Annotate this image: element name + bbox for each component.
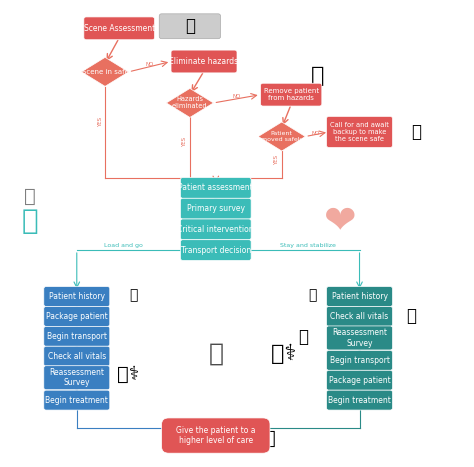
Text: 🛏: 🛏: [24, 187, 36, 205]
Polygon shape: [166, 88, 213, 117]
Text: 🤕: 🤕: [310, 66, 324, 86]
FancyBboxPatch shape: [84, 17, 155, 40]
Text: Critical intervention: Critical intervention: [177, 225, 254, 234]
Text: 🏥: 🏥: [264, 429, 276, 448]
Text: Transport decision: Transport decision: [181, 246, 251, 255]
Text: Package patient: Package patient: [46, 312, 108, 321]
Text: 📋: 📋: [308, 289, 317, 303]
FancyBboxPatch shape: [181, 219, 251, 240]
FancyBboxPatch shape: [162, 418, 270, 453]
FancyBboxPatch shape: [327, 326, 392, 350]
Text: Check all vitals: Check all vitals: [330, 312, 389, 321]
Text: Scene in safe: Scene in safe: [82, 69, 128, 75]
Polygon shape: [82, 57, 128, 86]
Text: Eliminate hazards: Eliminate hazards: [169, 57, 238, 66]
Text: YES: YES: [274, 155, 279, 165]
Text: 👩‍⚕️: 👩‍⚕️: [272, 344, 297, 364]
Text: Reassessment
Survey: Reassessment Survey: [49, 368, 104, 388]
Text: ⛑: ⛑: [298, 328, 308, 346]
Text: 💊: 💊: [101, 347, 109, 361]
FancyBboxPatch shape: [181, 240, 251, 261]
FancyBboxPatch shape: [159, 14, 220, 39]
Text: Stay and stabilize: Stay and stabilize: [280, 243, 336, 248]
Text: Patient history: Patient history: [331, 292, 388, 301]
Text: Begin treatment: Begin treatment: [328, 396, 391, 404]
Text: Call for and await
backup to make
the scene safe: Call for and await backup to make the sc…: [330, 122, 389, 142]
FancyBboxPatch shape: [327, 370, 392, 390]
Text: Scene Assessment: Scene Assessment: [83, 24, 155, 33]
Text: 💓: 💓: [406, 307, 416, 325]
Text: Begin transport: Begin transport: [329, 356, 390, 365]
FancyBboxPatch shape: [261, 83, 322, 106]
Text: Load and go: Load and go: [104, 243, 143, 248]
FancyBboxPatch shape: [327, 116, 392, 148]
Text: Begin transport: Begin transport: [47, 332, 107, 341]
FancyBboxPatch shape: [181, 198, 251, 219]
FancyBboxPatch shape: [327, 287, 392, 306]
FancyBboxPatch shape: [171, 50, 237, 73]
Text: Remove patient
from hazards: Remove patient from hazards: [264, 88, 319, 101]
Text: Primary survey: Primary survey: [187, 204, 245, 213]
Text: 📋: 📋: [129, 289, 137, 303]
FancyBboxPatch shape: [327, 350, 392, 370]
FancyBboxPatch shape: [327, 306, 392, 326]
Text: Package patient: Package patient: [328, 376, 391, 385]
FancyBboxPatch shape: [44, 326, 110, 346]
FancyBboxPatch shape: [44, 346, 110, 366]
Text: Begin treatment: Begin treatment: [46, 396, 108, 404]
Text: NO: NO: [146, 62, 154, 67]
Text: Reassessment
Survey: Reassessment Survey: [332, 328, 387, 347]
Text: NO: NO: [233, 94, 241, 99]
Text: 👨‍⚕️: 👨‍⚕️: [118, 365, 140, 384]
Text: Hazards
eliminated: Hazards eliminated: [172, 97, 208, 109]
FancyBboxPatch shape: [44, 390, 110, 410]
FancyBboxPatch shape: [181, 177, 251, 198]
Text: 🚑: 🚑: [21, 207, 38, 235]
Text: Check all vitals: Check all vitals: [48, 352, 106, 361]
Text: 📞: 📞: [411, 123, 421, 141]
FancyBboxPatch shape: [44, 366, 110, 390]
FancyBboxPatch shape: [44, 306, 110, 326]
FancyBboxPatch shape: [327, 390, 392, 410]
Text: Patient
moved safely: Patient moved safely: [261, 131, 303, 142]
Text: YES: YES: [98, 117, 103, 127]
Text: ❤: ❤: [324, 202, 357, 240]
Text: 🚑: 🚑: [185, 17, 195, 35]
Text: Patient assessment: Patient assessment: [178, 184, 253, 192]
Text: Patient history: Patient history: [49, 292, 105, 301]
Text: NO: NO: [312, 131, 320, 136]
FancyBboxPatch shape: [44, 287, 110, 306]
Text: 🛏: 🛏: [208, 342, 223, 366]
Text: YES: YES: [182, 137, 188, 148]
Text: Give the patient to a
higher level of care: Give the patient to a higher level of ca…: [176, 426, 255, 446]
Polygon shape: [258, 122, 305, 151]
